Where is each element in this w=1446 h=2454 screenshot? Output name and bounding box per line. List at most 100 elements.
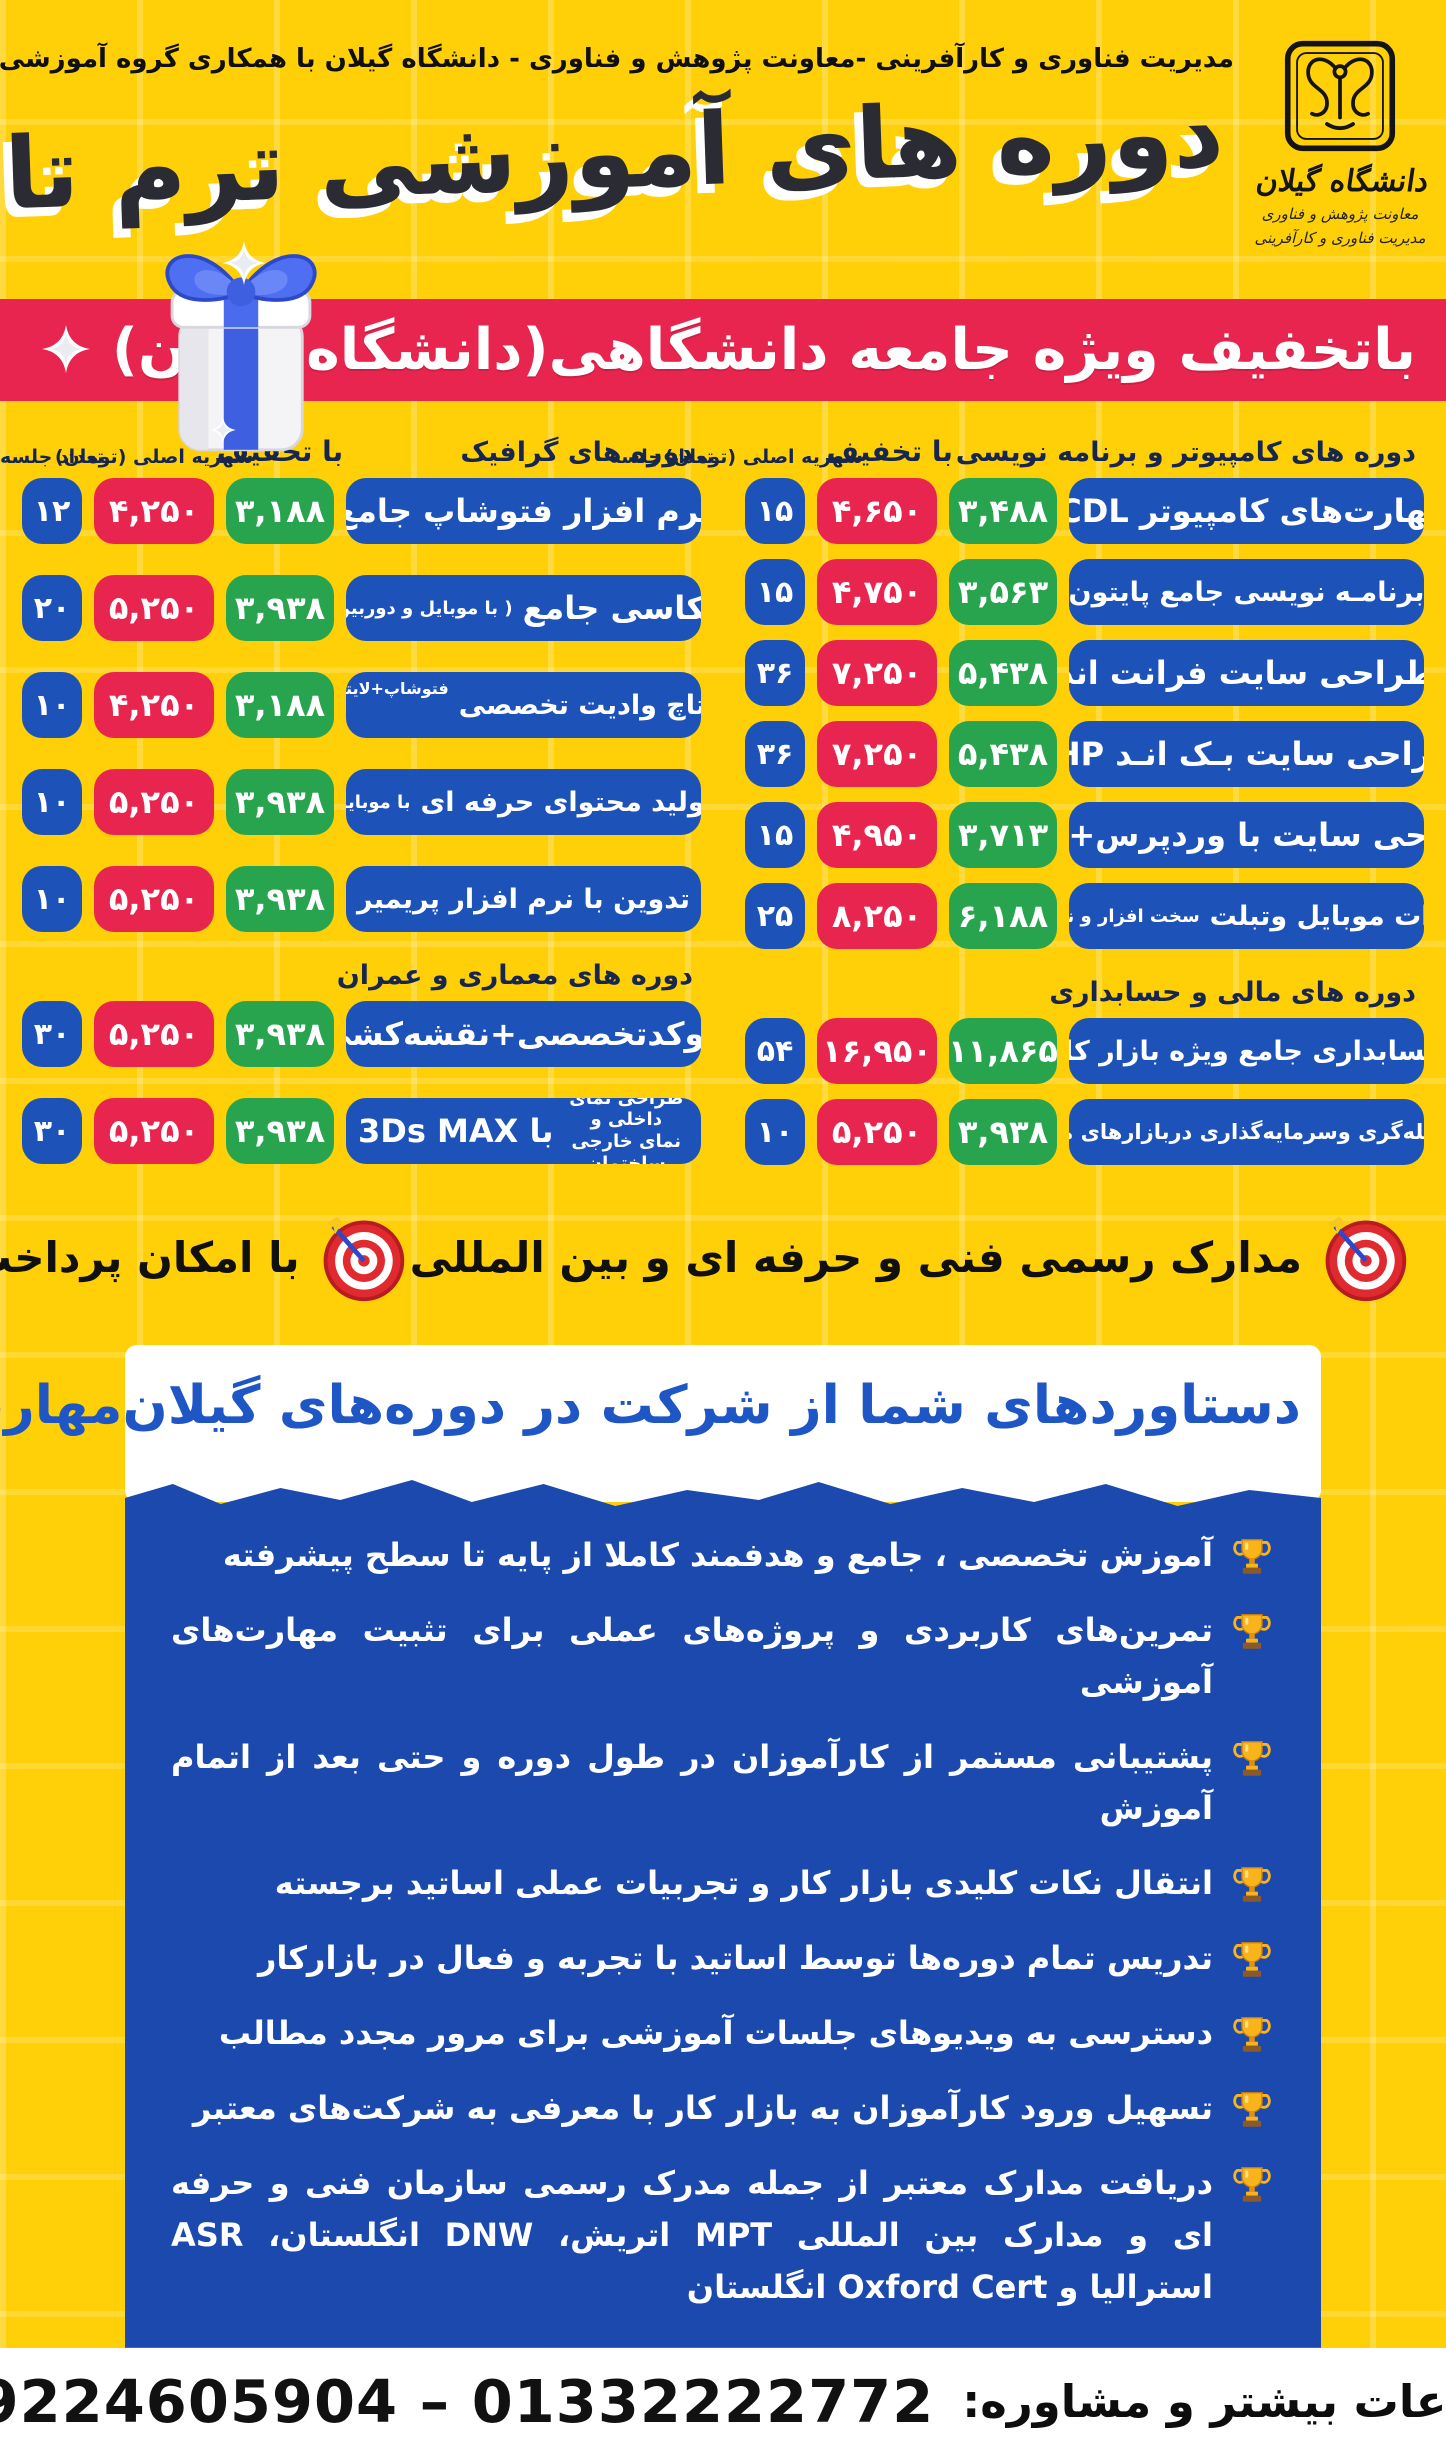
achievement-text: دریافت مدارک معتبر از جمله مدرک رسمی ساز…: [171, 2164, 1214, 2306]
achievement-item: دریافت مدارک معتبر از جمله مدرک رسمی ساز…: [171, 2158, 1275, 2313]
discounted-price-cell: ۵,۴۳۸: [949, 721, 1057, 787]
achievement-item: تمرین‌های کاربردی و پروژه‌های عملی برای …: [171, 1605, 1275, 1709]
original-price-cell: ۵,۲۵۰: [94, 575, 214, 641]
trophy-icon: [1229, 1864, 1275, 1910]
original-price-cell: ۵,۲۵۰: [94, 1001, 214, 1067]
course-name-cell: طراحی سایت با وردپرس+سئو: [1069, 802, 1424, 868]
course-rows: نرم افزار فتوشاپ جامع ۳,۱۸۸ ۴,۲۵۰ ۱۲ عکا…: [22, 478, 701, 932]
discounted-price-cell: ۶,۱۸۸: [949, 883, 1057, 949]
original-price-cell: ۱۶,۹۵۰: [817, 1018, 937, 1084]
trophy-icon: [1229, 2089, 1275, 2135]
discount-banner: باتخفیف ویژه جامعه دانشگاهی(دانشگاه گیلا…: [0, 299, 1446, 401]
section-title: دوره های مالی و حسابداری: [1049, 977, 1416, 1008]
original-price-cell: ۸,۲۵۰: [817, 883, 937, 949]
achievement-text: دسترسی به ویدیوهای جلسات آموزشی برای مرو…: [218, 2014, 1213, 2053]
course-tables: دوره های کامپیوتر و برنامه نویسی با تخفی…: [0, 435, 1446, 1165]
course-name-cell: برنامـه نویسی جامع پایتون: [1069, 559, 1424, 625]
discounted-price-cell: ۳,۱۸۸: [226, 672, 334, 738]
discounted-price-cell: ۳,۹۳۸: [949, 1099, 1057, 1165]
university-name: دانشگاه گیلان: [1252, 164, 1428, 199]
course-name-cell: عکاسی جامع ( با موبایل و دوربین ): [346, 575, 701, 641]
course-name: طراحی سایت بـک انـد PHP: [1069, 735, 1424, 773]
course-name: حسابداری جامع ویژه بازار کار: [1069, 1035, 1424, 1067]
course-name-cell: تدوین با نرم افزار پریمیر: [346, 866, 701, 932]
header-text: مدیریت فناوری و کارآفرینی -معاونت پژوهش …: [0, 26, 1234, 243]
sparkle-icon: [210, 417, 236, 443]
course-note: طراحی نمای داخلی و نمای خارجی ساختمان: [569, 1098, 684, 1164]
label-sessions: تعداد جلسه: [0, 446, 105, 468]
course-rows: اتوکدتخصصی+نقشه‌کشی ۳,۹۳۸ ۵,۲۵۰ ۳۰ با 3D…: [22, 1001, 701, 1164]
discounted-price-cell: ۳,۹۳۸: [226, 769, 334, 835]
achievement-item: تسهیل ورود کارآموزان به بازار کار با معر…: [171, 2083, 1275, 2135]
sessions-count-cell: ۱۲: [22, 478, 82, 544]
sessions-count-cell: ۳۶: [745, 721, 805, 787]
course-rows: حسابداری جامع ویژه بازار کار ۱۱,۸۶۵ ۱۶,۹…: [745, 1018, 1424, 1165]
discounted-price-cell: ۵,۴۳۸: [949, 640, 1057, 706]
achievement-item: آموزش تخصصی ، جامع و هدفمند کاملا از پای…: [171, 1530, 1275, 1582]
achievements-title: دستاوردهای شما از شرکت در دوره‌های گیلان…: [0, 1375, 1301, 1436]
course-section: دوره های کامپیوتر و برنامه نویسی با تخفی…: [610, 435, 1424, 949]
achievement-text: آموزش تخصصی ، جامع و هدفمند کاملا از پای…: [222, 1536, 1213, 1574]
label-original-tuition: شهریه اصلی (تومان): [54, 446, 254, 468]
sessions-count-cell: ۱۵: [745, 559, 805, 625]
section-header-row: دوره های کامپیوتر و برنامه نویسی با تخفی…: [610, 435, 1424, 468]
section-title: دوره های کامپیوتر و برنامه نویسی: [955, 437, 1416, 468]
course-row: تولید محتوای حرفه ای با موبایل ۳,۹۳۸ ۵,۲…: [22, 769, 701, 835]
phone-number: 09224605904: [0, 2366, 399, 2436]
original-price-cell: ۴,۶۵۰: [817, 478, 937, 544]
achievement-text: پشتیبانی مستمر از کارآموزان در طول دوره …: [171, 1737, 1213, 1828]
original-price-cell: ۵,۲۵۰: [94, 1098, 214, 1164]
course-name: تعمیرات موبایل وتبلت: [1209, 900, 1424, 932]
badge-installments-text: با امکان پرداخت اقساطی شهریه: [0, 1232, 300, 1282]
sessions-count-cell: ۱۰: [22, 866, 82, 932]
course-name-cell: با 3Ds MAX طراحی نمای داخلی و نمای خارجی…: [346, 1098, 701, 1164]
discounted-price-cell: ۳,۹۳۸: [226, 866, 334, 932]
discounted-price-cell: ۳,۹۳۸: [226, 575, 334, 641]
achievement-item: انتقال نکات کلیدی بازار کار و تجربیات عم…: [171, 1858, 1275, 1910]
course-name-cell: تعمیرات موبایل وتبلت سخت افزار و نرم افز…: [1069, 883, 1424, 949]
course-name-cell: تولید محتوای حرفه ای با موبایل: [346, 769, 701, 835]
sessions-count-cell: ۲۵: [745, 883, 805, 949]
course-name-cell: طراحی سایت بـک انـد PHP: [1069, 721, 1424, 787]
sparkle-icon: [42, 325, 90, 373]
course-row: ریتاچ وادیت تخصصی فتوشاپ+لایتروم ۳,۱۸۸ ۴…: [22, 672, 701, 738]
discounted-price-cell: ۱۱,۸۶۵: [948, 1018, 1058, 1084]
course-name: طراحی سایت با وردپرس+سئو: [1069, 816, 1424, 854]
course-section: دوره های مالی و حسابداری حسابداری جامع و…: [745, 977, 1424, 1165]
discounted-price-cell: ۳,۵۶۳: [949, 559, 1057, 625]
course-name-cell: اتوکدتخصصی+نقشه‌کشی: [346, 1001, 701, 1067]
sessions-count-cell: ۱۰: [22, 672, 82, 738]
achievement-text: تسهیل ورود کارآموزان به بازار کار با معر…: [192, 2089, 1213, 2128]
achievement-item: تدریس تمام دوره‌ها توسط اساتید با تجربه …: [171, 1933, 1275, 1985]
course-row: عکاسی جامع ( با موبایل و دوربین ) ۳,۹۳۸ …: [22, 575, 701, 641]
original-price-cell: ۵,۲۵۰: [817, 1099, 937, 1165]
section-header-row: دوره های مالی و حسابداری: [745, 977, 1424, 1008]
original-price-cell: ۴,۷۵۰: [817, 559, 937, 625]
trophy-icon: [1229, 1939, 1275, 1985]
original-price-cell: ۵,۲۵۰: [94, 769, 214, 835]
course-name-cell: ریتاچ وادیت تخصصی فتوشاپ+لایتروم: [346, 672, 701, 738]
original-price-cell: ۷,۲۵۰: [817, 721, 937, 787]
trophy-icon: [1229, 1738, 1275, 1784]
course-name: ریتاچ وادیت تخصصی: [458, 689, 701, 721]
course-rows: مهارت‌های کامپیوتر ICDL ۳,۴۸۸ ۴,۶۵۰ ۱۵ ب…: [745, 478, 1424, 949]
achievements-header: دستاوردهای شما از شرکت در دوره‌های گیلان…: [0, 1345, 1321, 1502]
course-name: اتوکدتخصصی+نقشه‌کشی: [346, 1015, 701, 1053]
sessions-count-cell: ۳۰: [22, 1098, 82, 1164]
discounted-price-cell: ۳,۹۳۸: [226, 1098, 334, 1164]
original-price-cell: ۴,۹۵۰: [817, 802, 937, 868]
trophy-icon: [1229, 1611, 1275, 1657]
original-price-cell: ۴,۲۵۰: [94, 672, 214, 738]
achievement-item: پشتیبانی مستمر از کارآموزان در طول دوره …: [171, 1732, 1275, 1836]
course-row: طراحی سایت با وردپرس+سئو ۳,۷۱۳ ۴,۹۵۰ ۱۵: [745, 802, 1424, 868]
badge-certificates: مدارک رسمی فنی و حرفه ای و بین المللی: [410, 1209, 1412, 1305]
feature-badges: مدارک رسمی فنی و حرفه ای و بین المللی با…: [0, 1209, 1412, 1305]
course-note: با موبایل: [346, 791, 411, 813]
sessions-count-cell: ۳۰: [22, 1001, 82, 1067]
course-section: دوره های گرافیک با تخفیف شهریه اصلی (توم…: [0, 435, 701, 932]
logo-subtitle-2: مدیریت فناوری و کارآفرینی: [1254, 229, 1426, 247]
course-name-cell: مهارت‌های کامپیوتر ICDL: [1069, 478, 1424, 544]
course-name: مهارت‌های کامپیوتر ICDL: [1069, 492, 1424, 530]
sessions-count-cell: ۱۵: [745, 802, 805, 868]
course-row: نرم افزار فتوشاپ جامع ۳,۱۸۸ ۴,۲۵۰ ۱۲: [22, 478, 701, 544]
